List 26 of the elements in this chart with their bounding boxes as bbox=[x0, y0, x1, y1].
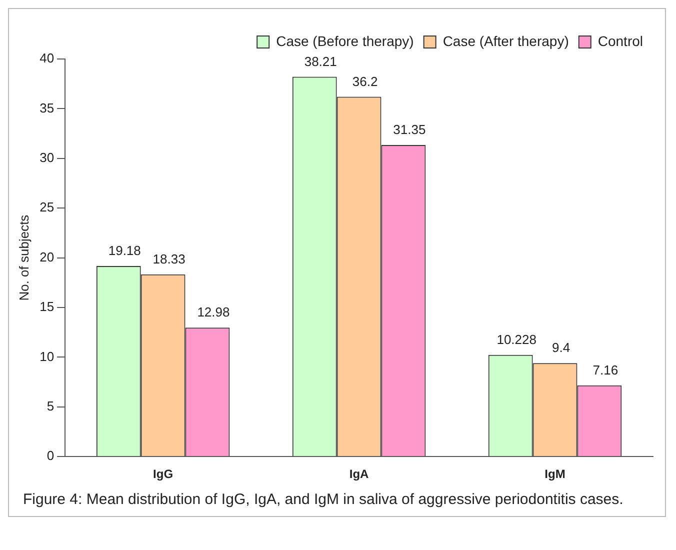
y-tick-label: 0 bbox=[46, 448, 54, 464]
caption: Figure 4: Mean distribution of IgG, IgA, and IgM in saliva of aggressive periodontitis cases. bbox=[22, 490, 624, 508]
data-label: 19.18 bbox=[108, 243, 141, 258]
data-label: 18.33 bbox=[152, 251, 186, 266]
data-label: 12.98 bbox=[197, 304, 230, 320]
legend-label: Case (Before therapy) bbox=[276, 32, 414, 49]
y-tick-label: 35 bbox=[40, 100, 54, 116]
y-tick-label: 40 bbox=[40, 50, 54, 66]
y-tick-label: 30 bbox=[40, 150, 54, 165]
data-label: 10.228 bbox=[496, 332, 536, 348]
data-label: 38.21 bbox=[304, 54, 337, 69]
data-label: 9.4 bbox=[552, 340, 570, 356]
x-tick-label: IgG bbox=[153, 467, 174, 482]
data-label: 31.35 bbox=[393, 122, 426, 138]
data-label: 7.16 bbox=[592, 362, 618, 378]
legend-label: Case (After therapy) bbox=[442, 32, 569, 49]
y-axis-title: No. of subjects bbox=[16, 214, 32, 301]
y-tick-label: 5 bbox=[46, 398, 54, 414]
x-tick-label: IgM bbox=[544, 467, 566, 482]
data-label: 36.2 bbox=[352, 74, 378, 89]
y-tick-label: 20 bbox=[40, 249, 54, 264]
legend-label: Control bbox=[598, 32, 644, 49]
y-tick-label: 15 bbox=[40, 299, 54, 314]
y-tick-label: 25 bbox=[40, 200, 54, 215]
y-tick-label: 10 bbox=[40, 348, 54, 364]
x-tick-label: IgA bbox=[349, 467, 370, 482]
